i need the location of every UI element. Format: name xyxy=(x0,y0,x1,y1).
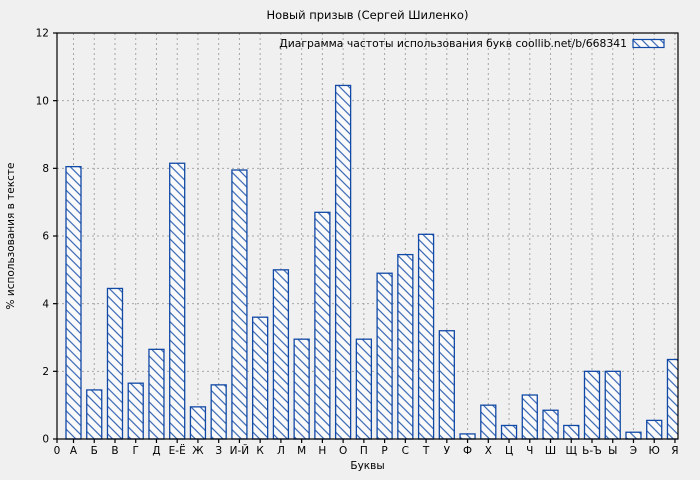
bar xyxy=(189,406,207,440)
x-tick-label: Ю xyxy=(649,445,660,457)
x-axis: 0 А Б В Г Д Е-Ё Ж З И-Й К Л М Н О П Р С Т У Ф Х Ц Ч Ш Щ Ь-Ъ Ы Э Ю Я xyxy=(54,439,679,457)
bar xyxy=(459,433,476,440)
x-tick-label: Р xyxy=(381,445,387,457)
legend: Диаграмма частоты использования букв coo… xyxy=(279,37,665,50)
x-tick-label: О xyxy=(339,445,347,457)
x-tick-label: З xyxy=(215,445,222,457)
x-tick-label: М xyxy=(297,445,306,457)
x-tick-label: И-Й xyxy=(230,444,250,457)
bar xyxy=(583,370,601,440)
bar xyxy=(480,404,497,440)
bar xyxy=(272,269,290,440)
bar xyxy=(625,431,642,440)
x-axis-title: Буквы xyxy=(350,460,384,472)
bar xyxy=(106,287,124,440)
x-tick-label: Ц xyxy=(505,445,513,457)
x-origin-label: 0 xyxy=(54,445,61,457)
bars-group xyxy=(65,84,678,440)
x-tick-label: Ф xyxy=(463,445,472,457)
x-tick-label: С xyxy=(402,445,409,457)
chart-title: Новый призыв (Сергей Шиленко) xyxy=(267,8,469,22)
bar xyxy=(127,382,144,440)
bar xyxy=(65,165,82,440)
x-tick-label: Г xyxy=(133,445,139,457)
x-tick-label: Ж xyxy=(192,445,204,457)
x-tick-label: Ш xyxy=(545,445,556,457)
y-tick-label: 8 xyxy=(42,163,49,175)
bar xyxy=(334,84,352,440)
bar xyxy=(293,338,310,440)
x-tick-label: У xyxy=(444,445,451,457)
x-tick-label: Я xyxy=(671,445,678,457)
y-tick-label: 12 xyxy=(36,28,49,40)
bar xyxy=(355,338,373,440)
bar xyxy=(521,394,538,440)
x-tick-label: В xyxy=(111,445,118,457)
x-tick-label: А xyxy=(70,445,78,457)
bar xyxy=(438,330,455,440)
bar xyxy=(417,233,435,440)
bar xyxy=(604,370,621,440)
y-tick-label: 6 xyxy=(42,231,49,243)
bar xyxy=(500,424,518,440)
legend-swatch xyxy=(632,38,665,49)
bar xyxy=(210,384,227,440)
x-tick-label: Е-Ё xyxy=(169,444,186,457)
bar xyxy=(231,169,248,440)
bar xyxy=(252,316,269,440)
x-tick-label: Э xyxy=(630,445,637,457)
bar xyxy=(169,162,186,440)
bar xyxy=(376,272,393,440)
x-tick-label: Л xyxy=(277,445,285,457)
x-tick-label: Н xyxy=(318,445,326,457)
y-tick-label: 0 xyxy=(42,434,49,446)
bar xyxy=(314,211,331,440)
x-tick-label: П xyxy=(360,445,368,457)
x-tick-label: Ы xyxy=(608,445,617,457)
x-tick-label: К xyxy=(256,445,264,457)
bar xyxy=(542,409,559,440)
bar xyxy=(563,424,580,440)
bar xyxy=(148,348,165,440)
x-tick-label: Щ xyxy=(566,445,578,457)
y-tick-label: 4 xyxy=(42,298,49,310)
x-tick-label: Ь-Ъ xyxy=(582,445,602,457)
bar xyxy=(86,389,103,440)
y-tick-label: 2 xyxy=(42,366,49,378)
x-tick-label: Х xyxy=(485,445,492,457)
y-axis: 0 2 4 6 8 10 12 xyxy=(36,28,57,446)
x-tick-label: Б xyxy=(91,445,98,457)
y-axis-title: % использования в тексте xyxy=(5,163,17,310)
bar xyxy=(397,253,414,440)
legend-label: Диаграмма частоты использования букв coo… xyxy=(279,37,627,50)
x-tick-label: Д xyxy=(152,445,160,457)
bar xyxy=(646,419,663,440)
y-tick-label: 10 xyxy=(36,95,49,107)
x-tick-label: Ч xyxy=(526,445,533,457)
x-tick-label: Т xyxy=(422,445,430,457)
